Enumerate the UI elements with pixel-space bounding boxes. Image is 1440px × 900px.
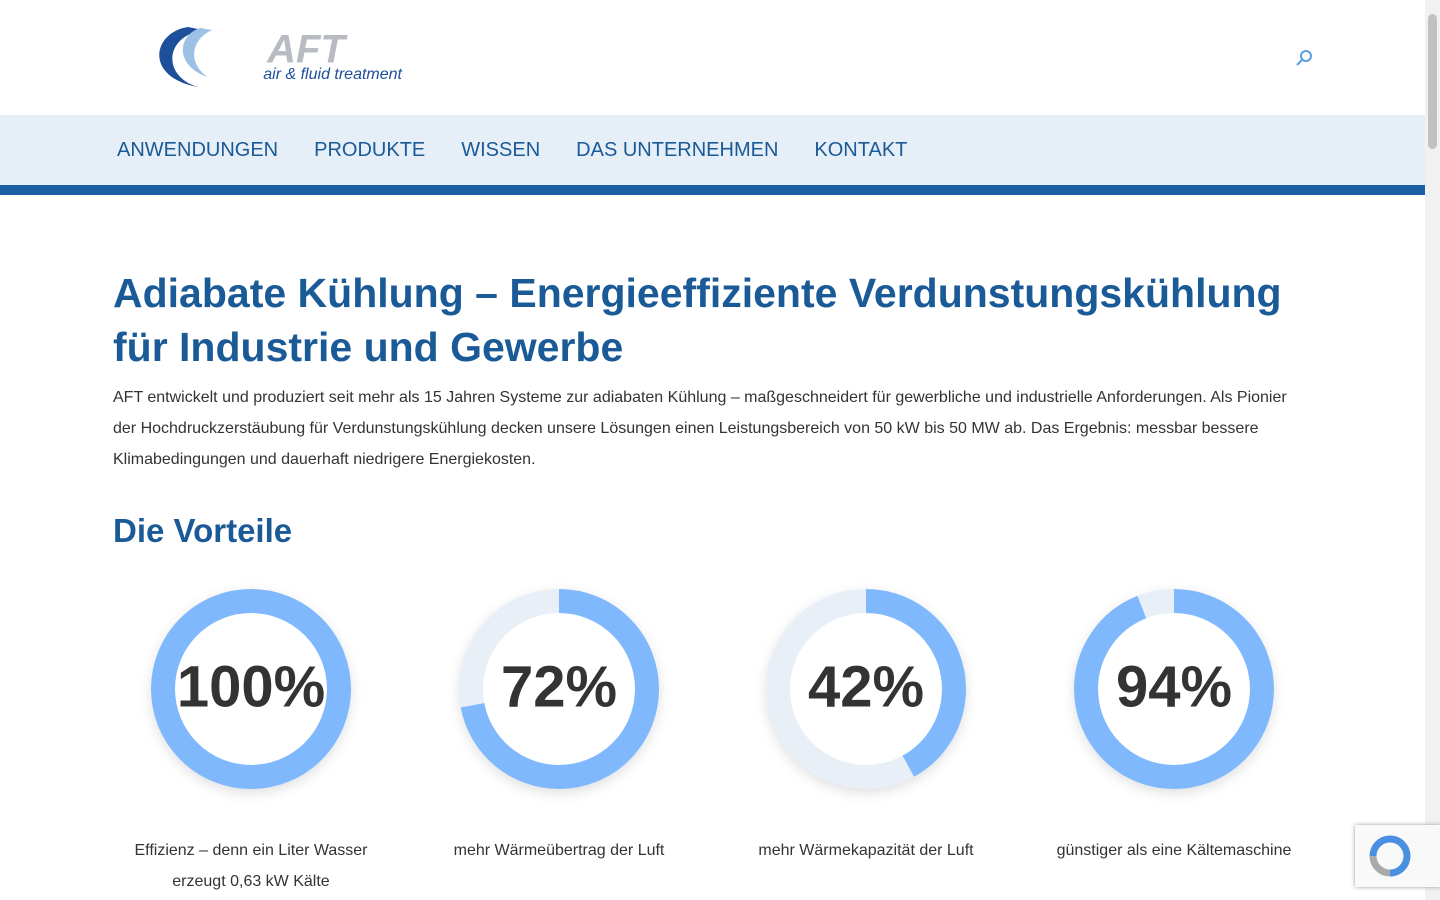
donut: 72% <box>459 589 659 789</box>
nav-item[interactable]: PRODUKTE <box>314 138 426 161</box>
stat-item: 72% mehr Wärmeübertrag der Luft <box>409 585 709 866</box>
stat-caption: mehr Wärmeübertrag der Luft <box>453 842 665 859</box>
recaptcha-badge[interactable] <box>1355 825 1440 887</box>
stat-item: 42% mehr Wärmekapazität der Luft <box>716 585 1016 866</box>
scroll-thumb[interactable] <box>1428 14 1437 149</box>
donut-label: 94% <box>1116 654 1232 719</box>
stat-item: 94% günstiger als eine Kältemaschine <box>1024 585 1324 866</box>
logo-swoosh <box>182 28 212 77</box>
donut: 42% <box>766 589 966 789</box>
nav-item[interactable]: ANWENDUNGEN <box>117 138 279 161</box>
section-title: Die Vorteile <box>113 512 293 549</box>
donut-arc <box>1074 589 1274 789</box>
stat-caption: mehr Wärmekapazität der Luft <box>758 842 974 859</box>
donut-arc <box>766 589 966 789</box>
logo-mark: AFT <box>266 28 348 72</box>
logo[interactable]: AFT air & fluid treatment <box>148 22 408 92</box>
stat-caption: günstiger als eine Kältemaschine <box>1056 842 1292 859</box>
donut: 100% <box>151 589 351 789</box>
nav-item[interactable]: KONTAKT <box>814 138 908 161</box>
nav-stripe <box>0 185 1425 195</box>
scrollbar[interactable] <box>1425 0 1440 900</box>
logo-tagline: air & fluid treatment <box>263 66 402 83</box>
nav-bar: ANWENDUNGEN PRODUKTE WISSEN DAS UNTERNEHMEN… <box>0 115 1425 185</box>
donut-arc <box>151 589 351 789</box>
donut-label: 42% <box>808 654 924 719</box>
stat-item: 100% Effizienz – denn ein Liter Wasser er… <box>101 585 401 897</box>
header: AFT air & fluid treatment <box>0 0 1425 115</box>
nav-item[interactable]: DAS UNTERNEHMEN <box>576 138 779 161</box>
intro-text: AFT entwickelt und produziert seit mehr … <box>113 389 1287 468</box>
logo-swoosh <box>159 27 203 87</box>
donut-label: 72% <box>501 654 617 719</box>
search-icon[interactable] <box>1295 48 1315 68</box>
donut: 94% <box>1074 589 1274 789</box>
donut-arc <box>459 589 659 789</box>
recaptcha-icon <box>1369 835 1411 877</box>
nav-item[interactable]: WISSEN <box>461 138 541 161</box>
stat-caption: Effizienz – denn ein Liter Wasser erzeug… <box>134 842 368 890</box>
page-title: Adiabate Kühlung – Energieeffiziente Ver… <box>113 270 1282 370</box>
donut-label: 100% <box>177 654 325 719</box>
